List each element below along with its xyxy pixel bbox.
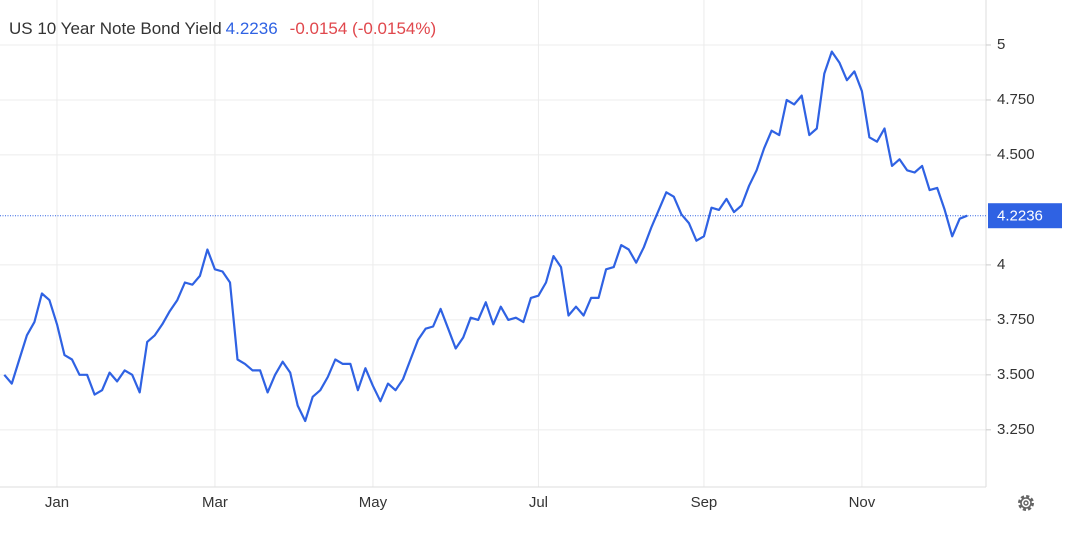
- y-tick-label: 4.500: [997, 146, 1035, 163]
- x-tick-label: Nov: [849, 494, 876, 511]
- y-tick-label: 3.750: [997, 311, 1035, 328]
- y-tick-label: 3.250: [997, 421, 1035, 438]
- y-tick-label: 4: [997, 256, 1005, 273]
- x-tick-label: May: [359, 494, 388, 511]
- line: [3, 50, 968, 423]
- x-tick-label: Mar: [202, 494, 228, 511]
- change: -0.0154 (-0.0154%): [289, 19, 437, 38]
- settings-icon[interactable]: [1018, 495, 1034, 511]
- y-tick-label: 5: [997, 36, 1005, 53]
- last-value: 4.2236: [225, 19, 278, 38]
- y-tick-label: 4.750: [997, 91, 1035, 108]
- header: US 10 Year Note Bond Yield 4.2236 -0.0154 …: [9, 19, 436, 39]
- last-value-box: [988, 203, 1062, 229]
- title: US 10 Year Note Bond Yield: [9, 19, 222, 38]
- x-tick-label: Jan: [45, 494, 69, 511]
- x-tick-label: Jul: [529, 494, 548, 511]
- x-tick-label: Sep: [691, 494, 718, 511]
- y-tick-label: 3.500: [997, 366, 1035, 383]
- last-value-label: 4.2236: [997, 208, 1043, 225]
